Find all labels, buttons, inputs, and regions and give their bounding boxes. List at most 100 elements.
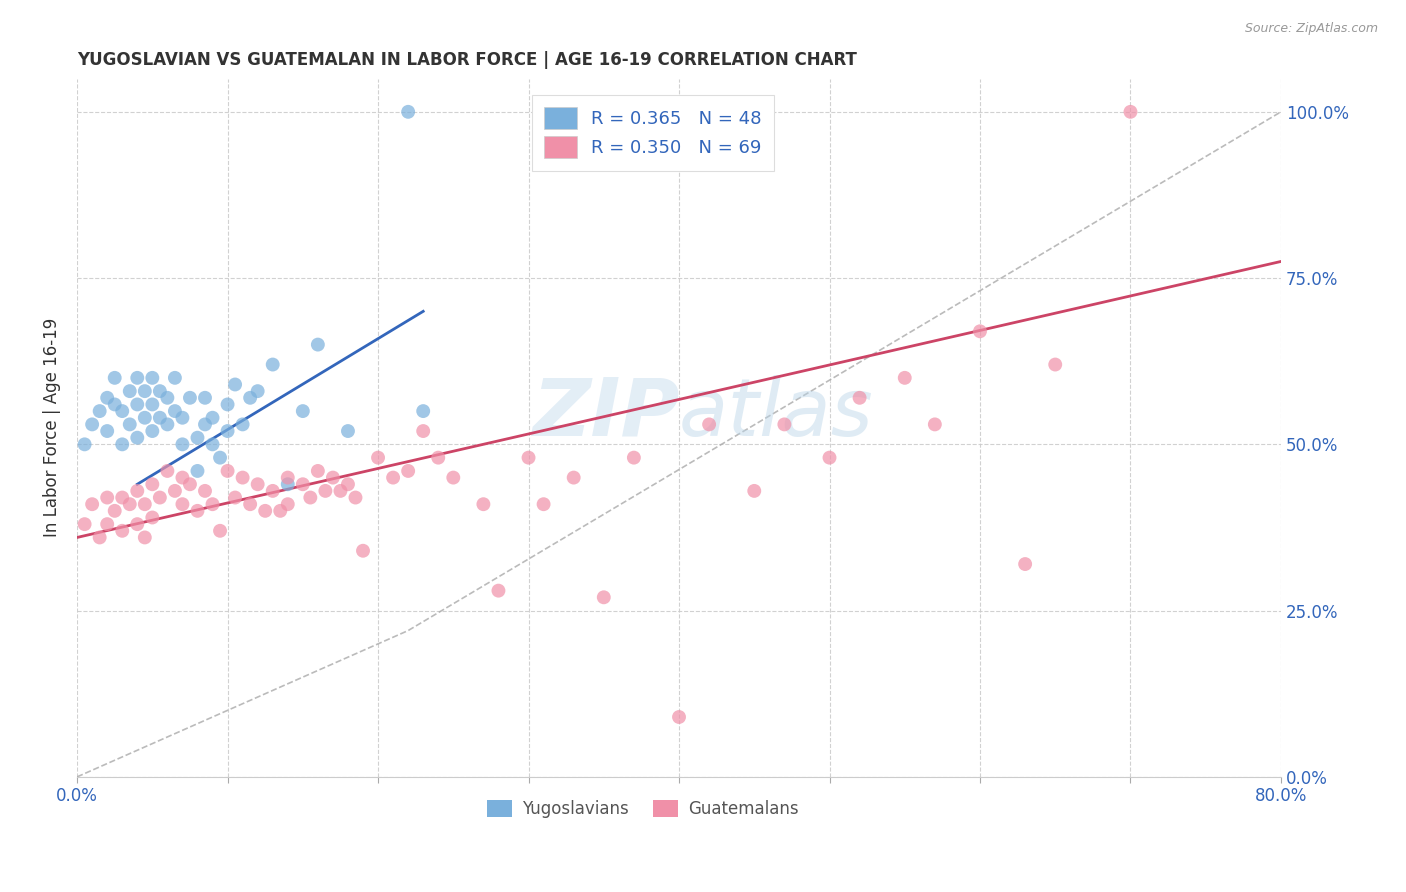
Point	[224, 491, 246, 505]
Point	[232, 417, 254, 432]
Point	[277, 477, 299, 491]
Point	[201, 497, 224, 511]
Point	[111, 491, 134, 505]
Point	[396, 464, 419, 478]
Text: atlas: atlas	[679, 375, 873, 453]
Point	[163, 483, 186, 498]
Point	[89, 404, 111, 418]
Point	[668, 710, 690, 724]
Point	[73, 517, 96, 532]
Point	[118, 497, 141, 511]
Point	[697, 417, 720, 432]
Point	[127, 397, 149, 411]
Point	[322, 470, 344, 484]
Y-axis label: In Labor Force | Age 16-19: In Labor Force | Age 16-19	[44, 318, 60, 537]
Point	[96, 491, 118, 505]
Point	[134, 410, 156, 425]
Point	[517, 450, 540, 465]
Point	[299, 491, 322, 505]
Point	[172, 410, 194, 425]
Point	[1014, 557, 1036, 571]
Point	[239, 391, 262, 405]
Point	[344, 491, 367, 505]
Point	[201, 437, 224, 451]
Point	[307, 337, 329, 351]
Point	[818, 450, 841, 465]
Point	[118, 417, 141, 432]
Point	[172, 470, 194, 484]
Point	[118, 384, 141, 398]
Point	[246, 477, 269, 491]
Point	[82, 497, 104, 511]
Point	[163, 404, 186, 418]
Point	[134, 497, 156, 511]
Point	[127, 371, 149, 385]
Point	[127, 431, 149, 445]
Point	[592, 591, 614, 605]
Point	[427, 450, 450, 465]
Point	[111, 437, 134, 451]
Point	[194, 483, 217, 498]
Point	[156, 464, 179, 478]
Point	[396, 104, 419, 119]
Point	[194, 391, 217, 405]
Point	[382, 470, 405, 484]
Point	[314, 483, 336, 498]
Point	[488, 583, 510, 598]
Point	[186, 431, 208, 445]
Point	[163, 371, 186, 385]
Point	[848, 391, 870, 405]
Point	[179, 391, 201, 405]
Point	[89, 531, 111, 545]
Text: YUGOSLAVIAN VS GUATEMALAN IN LABOR FORCE | AGE 16-19 CORRELATION CHART: YUGOSLAVIAN VS GUATEMALAN IN LABOR FORCE…	[77, 51, 858, 69]
Point	[141, 424, 163, 438]
Point	[209, 524, 232, 538]
Point	[254, 504, 277, 518]
Point	[291, 404, 314, 418]
Text: ZIP: ZIP	[531, 375, 679, 453]
Point	[179, 477, 201, 491]
Point	[96, 424, 118, 438]
Point	[127, 483, 149, 498]
Point	[134, 384, 156, 398]
Point	[441, 470, 464, 484]
Point	[217, 464, 239, 478]
Point	[291, 477, 314, 491]
Point	[893, 371, 915, 385]
Point	[329, 483, 352, 498]
Point	[149, 384, 172, 398]
Point	[269, 504, 291, 518]
Point	[232, 470, 254, 484]
Point	[367, 450, 389, 465]
Point	[412, 424, 434, 438]
Point	[111, 404, 134, 418]
Point	[307, 464, 329, 478]
Point	[969, 324, 991, 338]
Point	[111, 524, 134, 538]
Point	[172, 497, 194, 511]
Point	[623, 450, 645, 465]
Point	[149, 410, 172, 425]
Point	[352, 543, 374, 558]
Point	[82, 417, 104, 432]
Point	[217, 424, 239, 438]
Point	[1119, 104, 1142, 119]
Point	[277, 497, 299, 511]
Point	[1045, 358, 1067, 372]
Point	[73, 437, 96, 451]
Point	[924, 417, 946, 432]
Point	[141, 397, 163, 411]
Point	[134, 531, 156, 545]
Point	[336, 477, 359, 491]
Point	[239, 497, 262, 511]
Point	[149, 491, 172, 505]
Point	[336, 424, 359, 438]
Point	[156, 391, 179, 405]
Point	[742, 483, 765, 498]
Point	[96, 517, 118, 532]
Point	[127, 517, 149, 532]
Point	[412, 404, 434, 418]
Point	[562, 470, 585, 484]
Point	[141, 477, 163, 491]
Point	[186, 464, 208, 478]
